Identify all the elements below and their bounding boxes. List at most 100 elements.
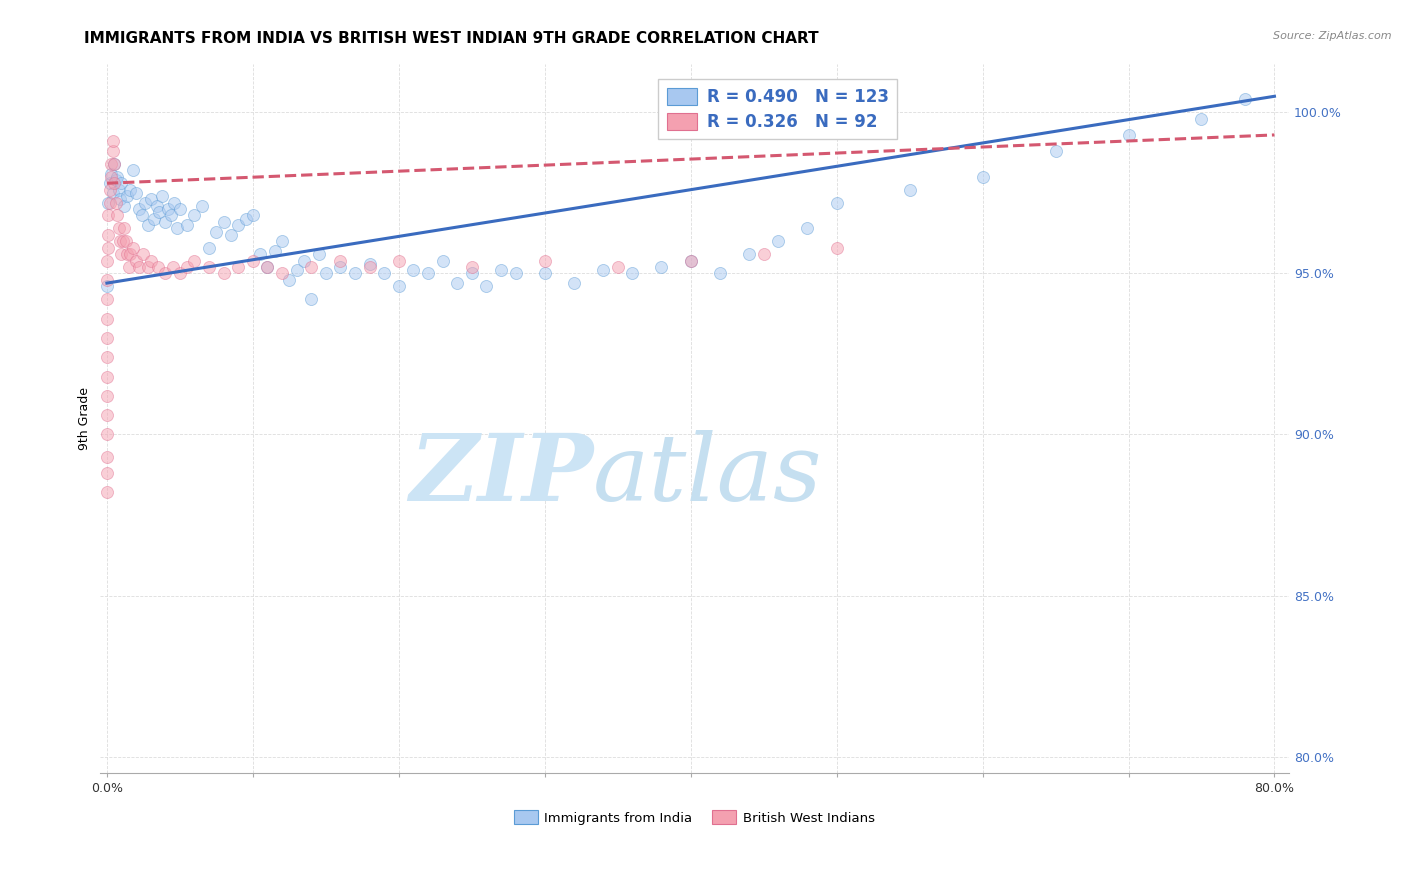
Point xyxy=(278,273,301,287)
Point xyxy=(128,260,150,274)
Point xyxy=(96,331,118,345)
Point xyxy=(136,218,159,232)
Text: ZIP: ZIP xyxy=(409,430,593,520)
Point xyxy=(125,253,148,268)
Point xyxy=(120,183,142,197)
Point xyxy=(679,253,702,268)
Point xyxy=(212,267,235,281)
Point xyxy=(108,192,131,206)
Point xyxy=(768,234,790,248)
Point xyxy=(150,189,173,203)
Point xyxy=(103,157,125,171)
Point xyxy=(122,163,145,178)
Point xyxy=(373,267,395,281)
Point xyxy=(155,267,177,281)
Legend: Immigrants from India, British West Indians: Immigrants from India, British West Indi… xyxy=(509,805,880,830)
Point xyxy=(343,267,366,281)
Point xyxy=(134,195,156,210)
Point xyxy=(679,253,702,268)
Point xyxy=(96,311,118,326)
Point xyxy=(359,260,381,274)
Point xyxy=(96,350,118,364)
Point xyxy=(1191,112,1213,126)
Point xyxy=(100,157,122,171)
Point xyxy=(256,260,278,274)
Point xyxy=(183,253,205,268)
Point xyxy=(122,241,145,255)
Point xyxy=(738,247,761,261)
Point xyxy=(96,450,118,464)
Point xyxy=(388,253,411,268)
Point xyxy=(157,202,180,216)
Point xyxy=(101,144,124,158)
Point xyxy=(169,202,191,216)
Point xyxy=(489,263,512,277)
Point xyxy=(533,253,555,268)
Y-axis label: 9th Grade: 9th Grade xyxy=(79,387,91,450)
Point xyxy=(108,234,131,248)
Point xyxy=(176,218,198,232)
Point xyxy=(131,209,153,223)
Point xyxy=(825,241,848,255)
Point xyxy=(163,195,186,210)
Point xyxy=(101,134,124,148)
Point xyxy=(299,292,322,306)
Point xyxy=(285,263,308,277)
Point xyxy=(107,221,129,235)
Point xyxy=(359,257,381,271)
Point xyxy=(104,195,127,210)
Point xyxy=(242,209,264,223)
Text: Source: ZipAtlas.com: Source: ZipAtlas.com xyxy=(1274,31,1392,41)
Point xyxy=(1234,93,1257,107)
Point xyxy=(752,247,775,261)
Point xyxy=(315,267,337,281)
Point xyxy=(191,199,214,213)
Point xyxy=(242,253,264,268)
Point xyxy=(825,195,848,210)
Point xyxy=(212,215,235,229)
Point xyxy=(97,209,120,223)
Point xyxy=(115,234,138,248)
Text: atlas: atlas xyxy=(593,430,823,520)
Point xyxy=(97,227,120,242)
Point xyxy=(226,260,249,274)
Point xyxy=(176,260,198,274)
Point xyxy=(118,260,141,274)
Point xyxy=(96,253,118,268)
Point xyxy=(107,183,129,197)
Point xyxy=(388,279,411,293)
Point xyxy=(104,173,127,187)
Point xyxy=(160,209,183,223)
Point xyxy=(219,227,242,242)
Point xyxy=(155,215,177,229)
Point xyxy=(183,209,205,223)
Point xyxy=(146,260,169,274)
Point xyxy=(96,279,118,293)
Point xyxy=(898,183,921,197)
Point xyxy=(235,211,257,226)
Point xyxy=(100,167,122,181)
Point xyxy=(256,260,278,274)
Point xyxy=(461,267,484,281)
Point xyxy=(112,199,135,213)
Point xyxy=(432,253,454,268)
Point xyxy=(111,234,134,248)
Point xyxy=(205,225,228,239)
Point xyxy=(592,263,614,277)
Point xyxy=(117,189,139,203)
Point xyxy=(96,389,118,403)
Point xyxy=(101,186,124,200)
Point xyxy=(148,205,170,219)
Point xyxy=(249,247,271,261)
Point xyxy=(96,427,118,442)
Point xyxy=(796,221,818,235)
Point xyxy=(271,234,294,248)
Point xyxy=(100,169,122,184)
Point xyxy=(139,253,162,268)
Point xyxy=(96,273,118,287)
Point xyxy=(972,169,994,184)
Point xyxy=(139,192,162,206)
Point xyxy=(169,267,191,281)
Point xyxy=(128,202,150,216)
Point xyxy=(105,209,128,223)
